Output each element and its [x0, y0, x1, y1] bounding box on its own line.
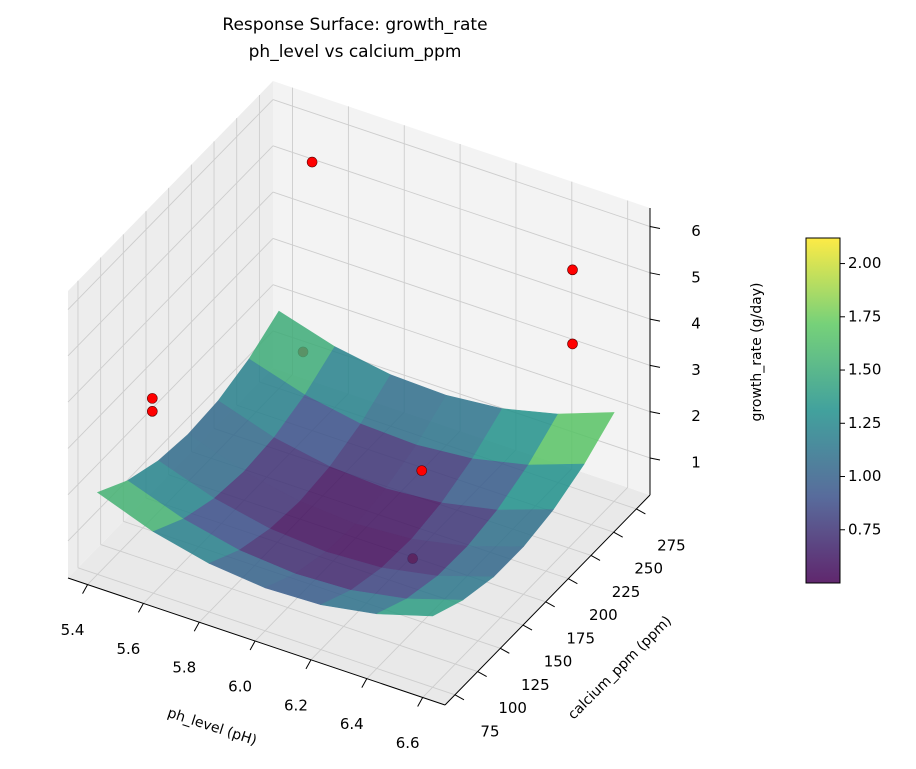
- y-tick-label: 225: [612, 583, 641, 601]
- surface-cell: [376, 598, 464, 617]
- y-tick-label: 75: [480, 722, 499, 740]
- grid-line: [77, 567, 456, 696]
- y-tick-label: 200: [589, 606, 618, 624]
- tick-mark: [82, 584, 88, 594]
- grid-line: [272, 237, 651, 366]
- tick-mark: [454, 694, 465, 701]
- data-point: [567, 338, 578, 350]
- left-pane: [68, 81, 273, 578]
- data-point: [567, 264, 578, 276]
- colorbar-tick-label: 2.00: [848, 254, 881, 272]
- grid-line: [67, 191, 274, 403]
- tick-mark: [649, 226, 661, 230]
- x-tick-label: 6.6: [396, 734, 420, 752]
- colorbar: [805, 237, 841, 584]
- x-tick-label: 6.4: [340, 715, 364, 733]
- x-tick-label: 5.4: [61, 621, 85, 639]
- tick-mark: [568, 578, 578, 585]
- axis-line: [444, 494, 651, 706]
- tick-mark: [649, 318, 661, 322]
- tick-mark: [193, 621, 200, 632]
- data-point: [416, 465, 428, 476]
- x-tick-label: 6.2: [284, 696, 308, 714]
- grid-line: [67, 330, 274, 542]
- chart-subtitle: ph_level vs calcium_ppm: [249, 42, 462, 62]
- y-tick-label: 175: [566, 629, 595, 647]
- z-tick-label: 5: [691, 268, 701, 286]
- z-tick-label: 3: [691, 361, 701, 379]
- z-tick-label: 4: [691, 315, 701, 333]
- grid-line: [272, 191, 651, 320]
- tick-mark: [249, 640, 256, 651]
- grid-line: [67, 145, 274, 357]
- grid-line: [272, 284, 651, 413]
- chart-title: Response Surface: growth_rate: [222, 15, 487, 35]
- grid-line: [272, 145, 651, 274]
- grid-line: [272, 99, 651, 227]
- y-tick-label: 275: [657, 536, 686, 554]
- tick-mark: [649, 364, 661, 368]
- y-tick-label: 150: [544, 653, 573, 671]
- y-tick-label: 125: [521, 676, 550, 694]
- tick-mark: [649, 411, 661, 415]
- tick-mark: [649, 457, 661, 461]
- data-point: [306, 156, 318, 168]
- tick-mark: [361, 678, 368, 688]
- tick-mark: [545, 601, 555, 608]
- data-point: [147, 393, 158, 404]
- tick-mark: [305, 659, 312, 670]
- colorbar-tick-label: 1.25: [848, 414, 881, 432]
- data-point: [147, 406, 158, 417]
- y-tick-label: 250: [634, 560, 663, 578]
- grid-line: [422, 487, 628, 698]
- grid-line: [67, 284, 274, 495]
- tick-mark: [477, 671, 487, 677]
- tick-mark: [417, 697, 424, 707]
- tick-mark: [636, 508, 646, 515]
- z-tick-label: 1: [691, 453, 701, 471]
- tick-mark: [590, 554, 601, 561]
- tick-mark: [613, 531, 623, 538]
- axis-line: [67, 577, 446, 706]
- grid-line: [100, 544, 478, 672]
- surface: [96, 310, 615, 617]
- z-axis-label: growth_rate (g/day): [749, 283, 765, 422]
- x-axis-label: ph_level (pH): [165, 705, 258, 749]
- tick-mark: [522, 624, 533, 631]
- colorbar-tick-label: 0.75: [848, 520, 881, 538]
- x-tick-label: 5.6: [116, 640, 140, 658]
- y-tick-label: 100: [498, 699, 527, 717]
- x-tick-label: 6.0: [228, 678, 252, 696]
- colorbar-tick-label: 1.50: [848, 361, 881, 379]
- colorbar-tick-label: 1.75: [848, 307, 881, 325]
- tick-mark: [500, 647, 510, 654]
- z-tick-label: 6: [691, 222, 701, 240]
- tick-mark: [137, 603, 144, 613]
- tick-mark: [649, 272, 661, 276]
- grid-line: [67, 238, 274, 449]
- grid-line: [67, 99, 274, 310]
- x-tick-label: 5.8: [172, 659, 196, 677]
- z-tick-label: 2: [691, 407, 701, 425]
- colorbar-tick-label: 1.00: [848, 467, 881, 485]
